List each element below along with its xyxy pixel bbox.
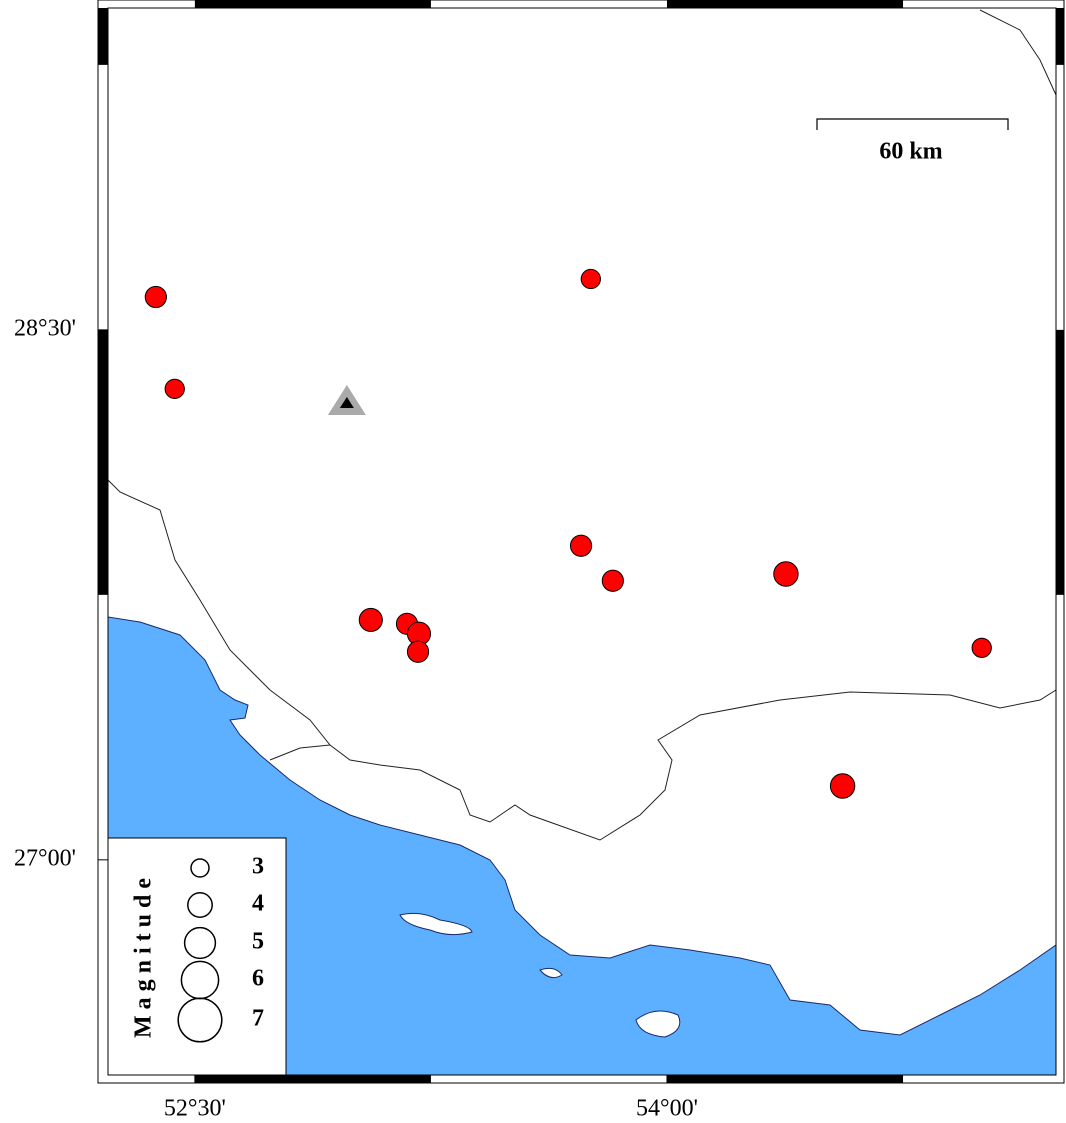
legend-title: Magnitude xyxy=(131,872,157,1038)
earthquake xyxy=(829,773,856,799)
frame xyxy=(97,0,1065,1084)
legend-circle xyxy=(177,997,223,1043)
frame-segment xyxy=(98,8,108,65)
frame-segment xyxy=(194,1075,431,1083)
earthquake xyxy=(569,534,593,557)
legend-circle xyxy=(190,858,210,878)
legend-label: 4 xyxy=(252,891,264,917)
border xyxy=(107,479,1057,841)
earthquake xyxy=(773,561,799,587)
border xyxy=(269,744,331,761)
sea xyxy=(107,616,1057,1076)
legend-circle xyxy=(183,926,217,960)
scale-bar: 60 km xyxy=(816,118,1009,165)
earthquake xyxy=(144,285,167,309)
frame-segment xyxy=(98,329,108,595)
legend-box xyxy=(107,837,287,1076)
frame-segment xyxy=(1056,329,1064,595)
earthquake xyxy=(358,607,383,632)
x-tick-label: 54°00' xyxy=(636,1096,698,1122)
legend-label: 5 xyxy=(252,929,264,955)
legend-label: 7 xyxy=(252,1006,264,1032)
x-tick-label: 52°30' xyxy=(164,1096,226,1122)
frame-segment xyxy=(1056,8,1064,65)
island xyxy=(539,967,563,979)
frame-segment xyxy=(666,0,904,8)
scale-label: 60 km xyxy=(879,139,942,165)
earthquake xyxy=(971,637,992,658)
earthquake xyxy=(601,569,624,592)
y-tick-label: 28°30' xyxy=(14,315,76,341)
y-tick-label: 27°00' xyxy=(14,845,76,871)
border xyxy=(979,9,1057,96)
legend-circle xyxy=(187,892,213,918)
station-core xyxy=(339,397,354,409)
legend-label: 3 xyxy=(252,854,264,880)
earthquake xyxy=(580,268,601,290)
earthquake xyxy=(164,378,185,400)
frame-segment xyxy=(194,0,431,8)
island xyxy=(399,912,473,936)
island xyxy=(635,1010,681,1038)
frame-segment xyxy=(666,1075,904,1083)
legend-label: 6 xyxy=(252,966,264,992)
earthquake xyxy=(406,640,430,663)
scale-line xyxy=(816,118,1009,130)
